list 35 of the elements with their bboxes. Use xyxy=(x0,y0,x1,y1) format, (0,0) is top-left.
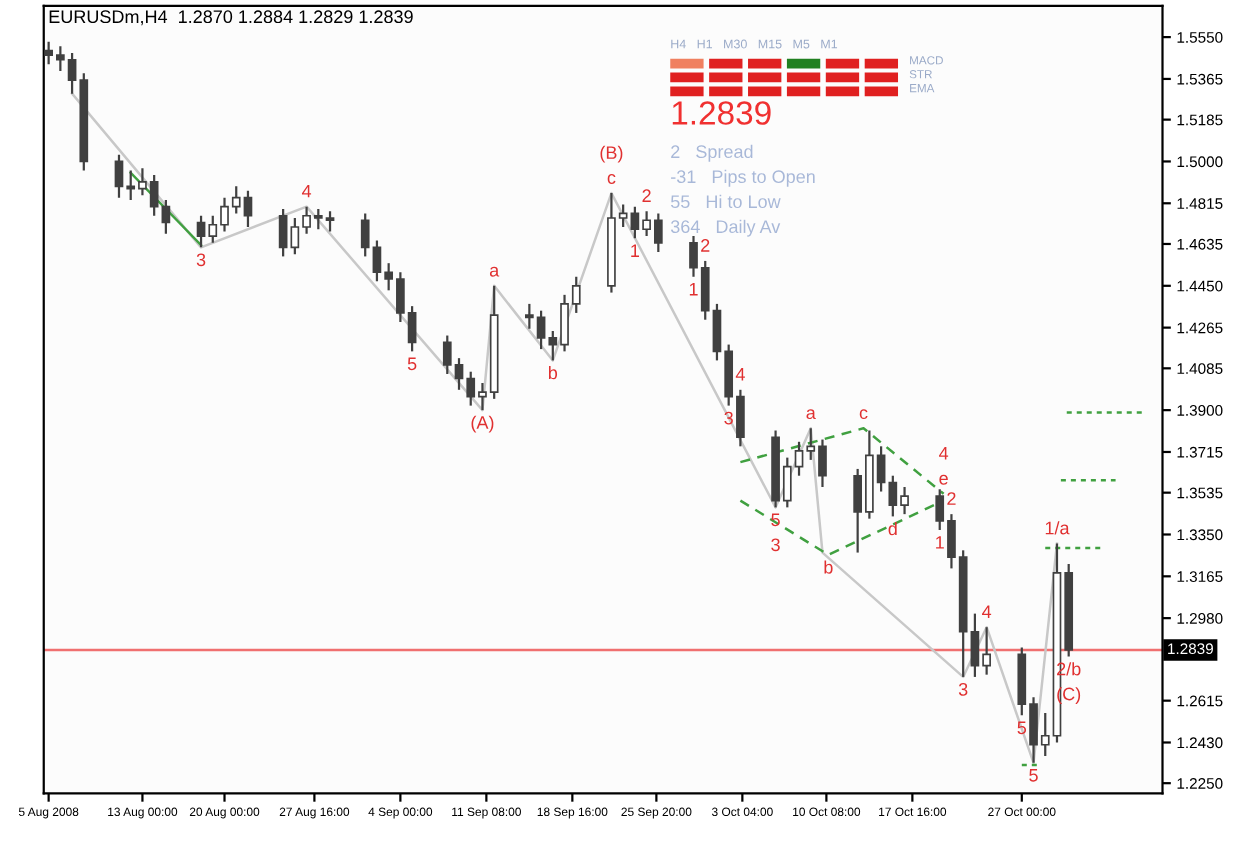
annotation: c xyxy=(607,174,616,184)
annotation: 1/a xyxy=(1045,521,1070,535)
annotation: 1 xyxy=(936,536,944,549)
annotation: a xyxy=(489,266,500,277)
annotation: 4 xyxy=(735,368,745,381)
annotation: 4 xyxy=(301,184,312,198)
annotation: -31 Pips to Open xyxy=(671,169,815,187)
annotation: 2 xyxy=(947,492,956,505)
annotation: e xyxy=(939,474,948,485)
annotation: c xyxy=(859,409,868,420)
annotation: 5 xyxy=(1017,721,1027,735)
annotation: 1 xyxy=(631,244,640,257)
candlestick xyxy=(278,207,288,258)
annotation: 3 xyxy=(724,411,733,425)
annotation: 5 xyxy=(407,357,417,371)
annotation: (A) xyxy=(471,415,494,433)
annotation: 1.2839 xyxy=(672,101,771,125)
annotation: 3 xyxy=(771,538,780,552)
annotation: 55 Hi to Low xyxy=(670,194,781,209)
annotation: 2 Spread xyxy=(671,144,753,162)
annotation: b xyxy=(548,365,558,380)
annotation: 5 xyxy=(1029,769,1038,782)
annotation: d xyxy=(888,521,897,536)
annotation: 3 xyxy=(196,253,206,267)
annotation: 2 xyxy=(701,239,710,252)
annotation: 364 Daily Av xyxy=(670,219,781,237)
chart-title: EURUSDm,H4 1.2870 1.2884 1.2829 1.2839 xyxy=(49,10,413,26)
annotation: 4 xyxy=(982,605,992,618)
annotation: a xyxy=(806,409,816,420)
annotation: 2 xyxy=(642,189,651,202)
annotation: 1 xyxy=(689,282,698,296)
annotation: 4 xyxy=(939,447,949,460)
annotation: 3 xyxy=(958,682,968,696)
annotation: b xyxy=(824,560,833,574)
annotation: (B) xyxy=(600,145,623,163)
